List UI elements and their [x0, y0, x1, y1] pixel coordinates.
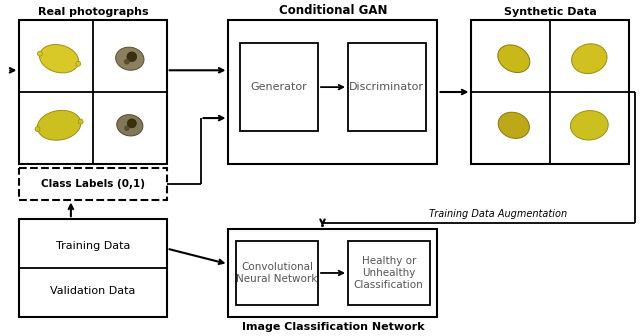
Text: Discriminator: Discriminator: [349, 82, 424, 92]
Ellipse shape: [37, 111, 81, 140]
Text: Generator: Generator: [251, 82, 308, 92]
Bar: [471, 19, 628, 164]
Circle shape: [76, 61, 81, 66]
Bar: [228, 229, 438, 317]
Text: Class Labels (0,1): Class Labels (0,1): [41, 179, 145, 189]
Circle shape: [127, 119, 136, 128]
Text: Healthy or
Unhealthy
Classification: Healthy or Unhealthy Classification: [354, 256, 424, 290]
Ellipse shape: [40, 45, 79, 73]
Bar: [241, 43, 318, 131]
Text: Real photographs: Real photographs: [38, 7, 148, 17]
Ellipse shape: [572, 44, 607, 74]
Text: Convolutional
Neural Network: Convolutional Neural Network: [237, 262, 318, 284]
Bar: [348, 43, 426, 131]
Circle shape: [124, 59, 129, 64]
Circle shape: [127, 52, 137, 61]
Text: Image Classification Network: Image Classification Network: [242, 322, 424, 332]
Ellipse shape: [570, 111, 608, 140]
Ellipse shape: [116, 47, 144, 70]
Bar: [19, 219, 166, 317]
Circle shape: [78, 119, 83, 124]
Ellipse shape: [498, 45, 530, 73]
Bar: [228, 19, 438, 164]
Ellipse shape: [116, 115, 143, 136]
Circle shape: [35, 127, 40, 131]
Text: Training Data: Training Data: [56, 241, 130, 251]
Circle shape: [124, 126, 129, 131]
Text: Validation Data: Validation Data: [51, 286, 136, 296]
Bar: [236, 241, 318, 305]
Bar: [19, 168, 166, 200]
Text: Conditional GAN: Conditional GAN: [278, 4, 387, 17]
Ellipse shape: [498, 112, 529, 138]
Circle shape: [37, 51, 42, 56]
Text: Synthetic Data: Synthetic Data: [504, 7, 596, 17]
Bar: [19, 19, 166, 164]
Text: Training Data Augmentation: Training Data Augmentation: [429, 209, 568, 219]
Bar: [348, 241, 429, 305]
